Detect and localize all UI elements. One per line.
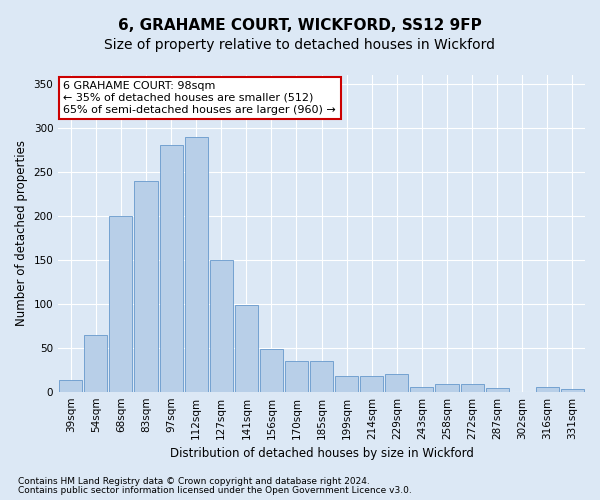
Bar — [59, 380, 82, 392]
Bar — [134, 180, 158, 392]
Bar — [436, 384, 458, 392]
Text: 6 GRAHAME COURT: 98sqm
← 35% of detached houses are smaller (512)
65% of semi-de: 6 GRAHAME COURT: 98sqm ← 35% of detached… — [64, 82, 336, 114]
Bar — [285, 361, 308, 392]
Text: Contains public sector information licensed under the Open Government Licence v3: Contains public sector information licen… — [18, 486, 412, 495]
Text: 6, GRAHAME COURT, WICKFORD, SS12 9FP: 6, GRAHAME COURT, WICKFORD, SS12 9FP — [118, 18, 482, 32]
Bar — [160, 146, 182, 392]
Bar — [185, 136, 208, 392]
X-axis label: Distribution of detached houses by size in Wickford: Distribution of detached houses by size … — [170, 447, 473, 460]
Bar — [485, 388, 509, 392]
Bar — [461, 384, 484, 392]
Bar — [385, 374, 409, 392]
Bar — [536, 388, 559, 392]
Text: Contains HM Land Registry data © Crown copyright and database right 2024.: Contains HM Land Registry data © Crown c… — [18, 477, 370, 486]
Bar — [410, 388, 433, 392]
Y-axis label: Number of detached properties: Number of detached properties — [15, 140, 28, 326]
Bar — [235, 306, 258, 392]
Bar — [109, 216, 133, 392]
Bar — [209, 260, 233, 392]
Bar — [260, 350, 283, 392]
Bar — [561, 389, 584, 392]
Text: Size of property relative to detached houses in Wickford: Size of property relative to detached ho… — [104, 38, 496, 52]
Bar — [310, 361, 333, 392]
Bar — [335, 376, 358, 392]
Bar — [360, 376, 383, 392]
Bar — [84, 334, 107, 392]
